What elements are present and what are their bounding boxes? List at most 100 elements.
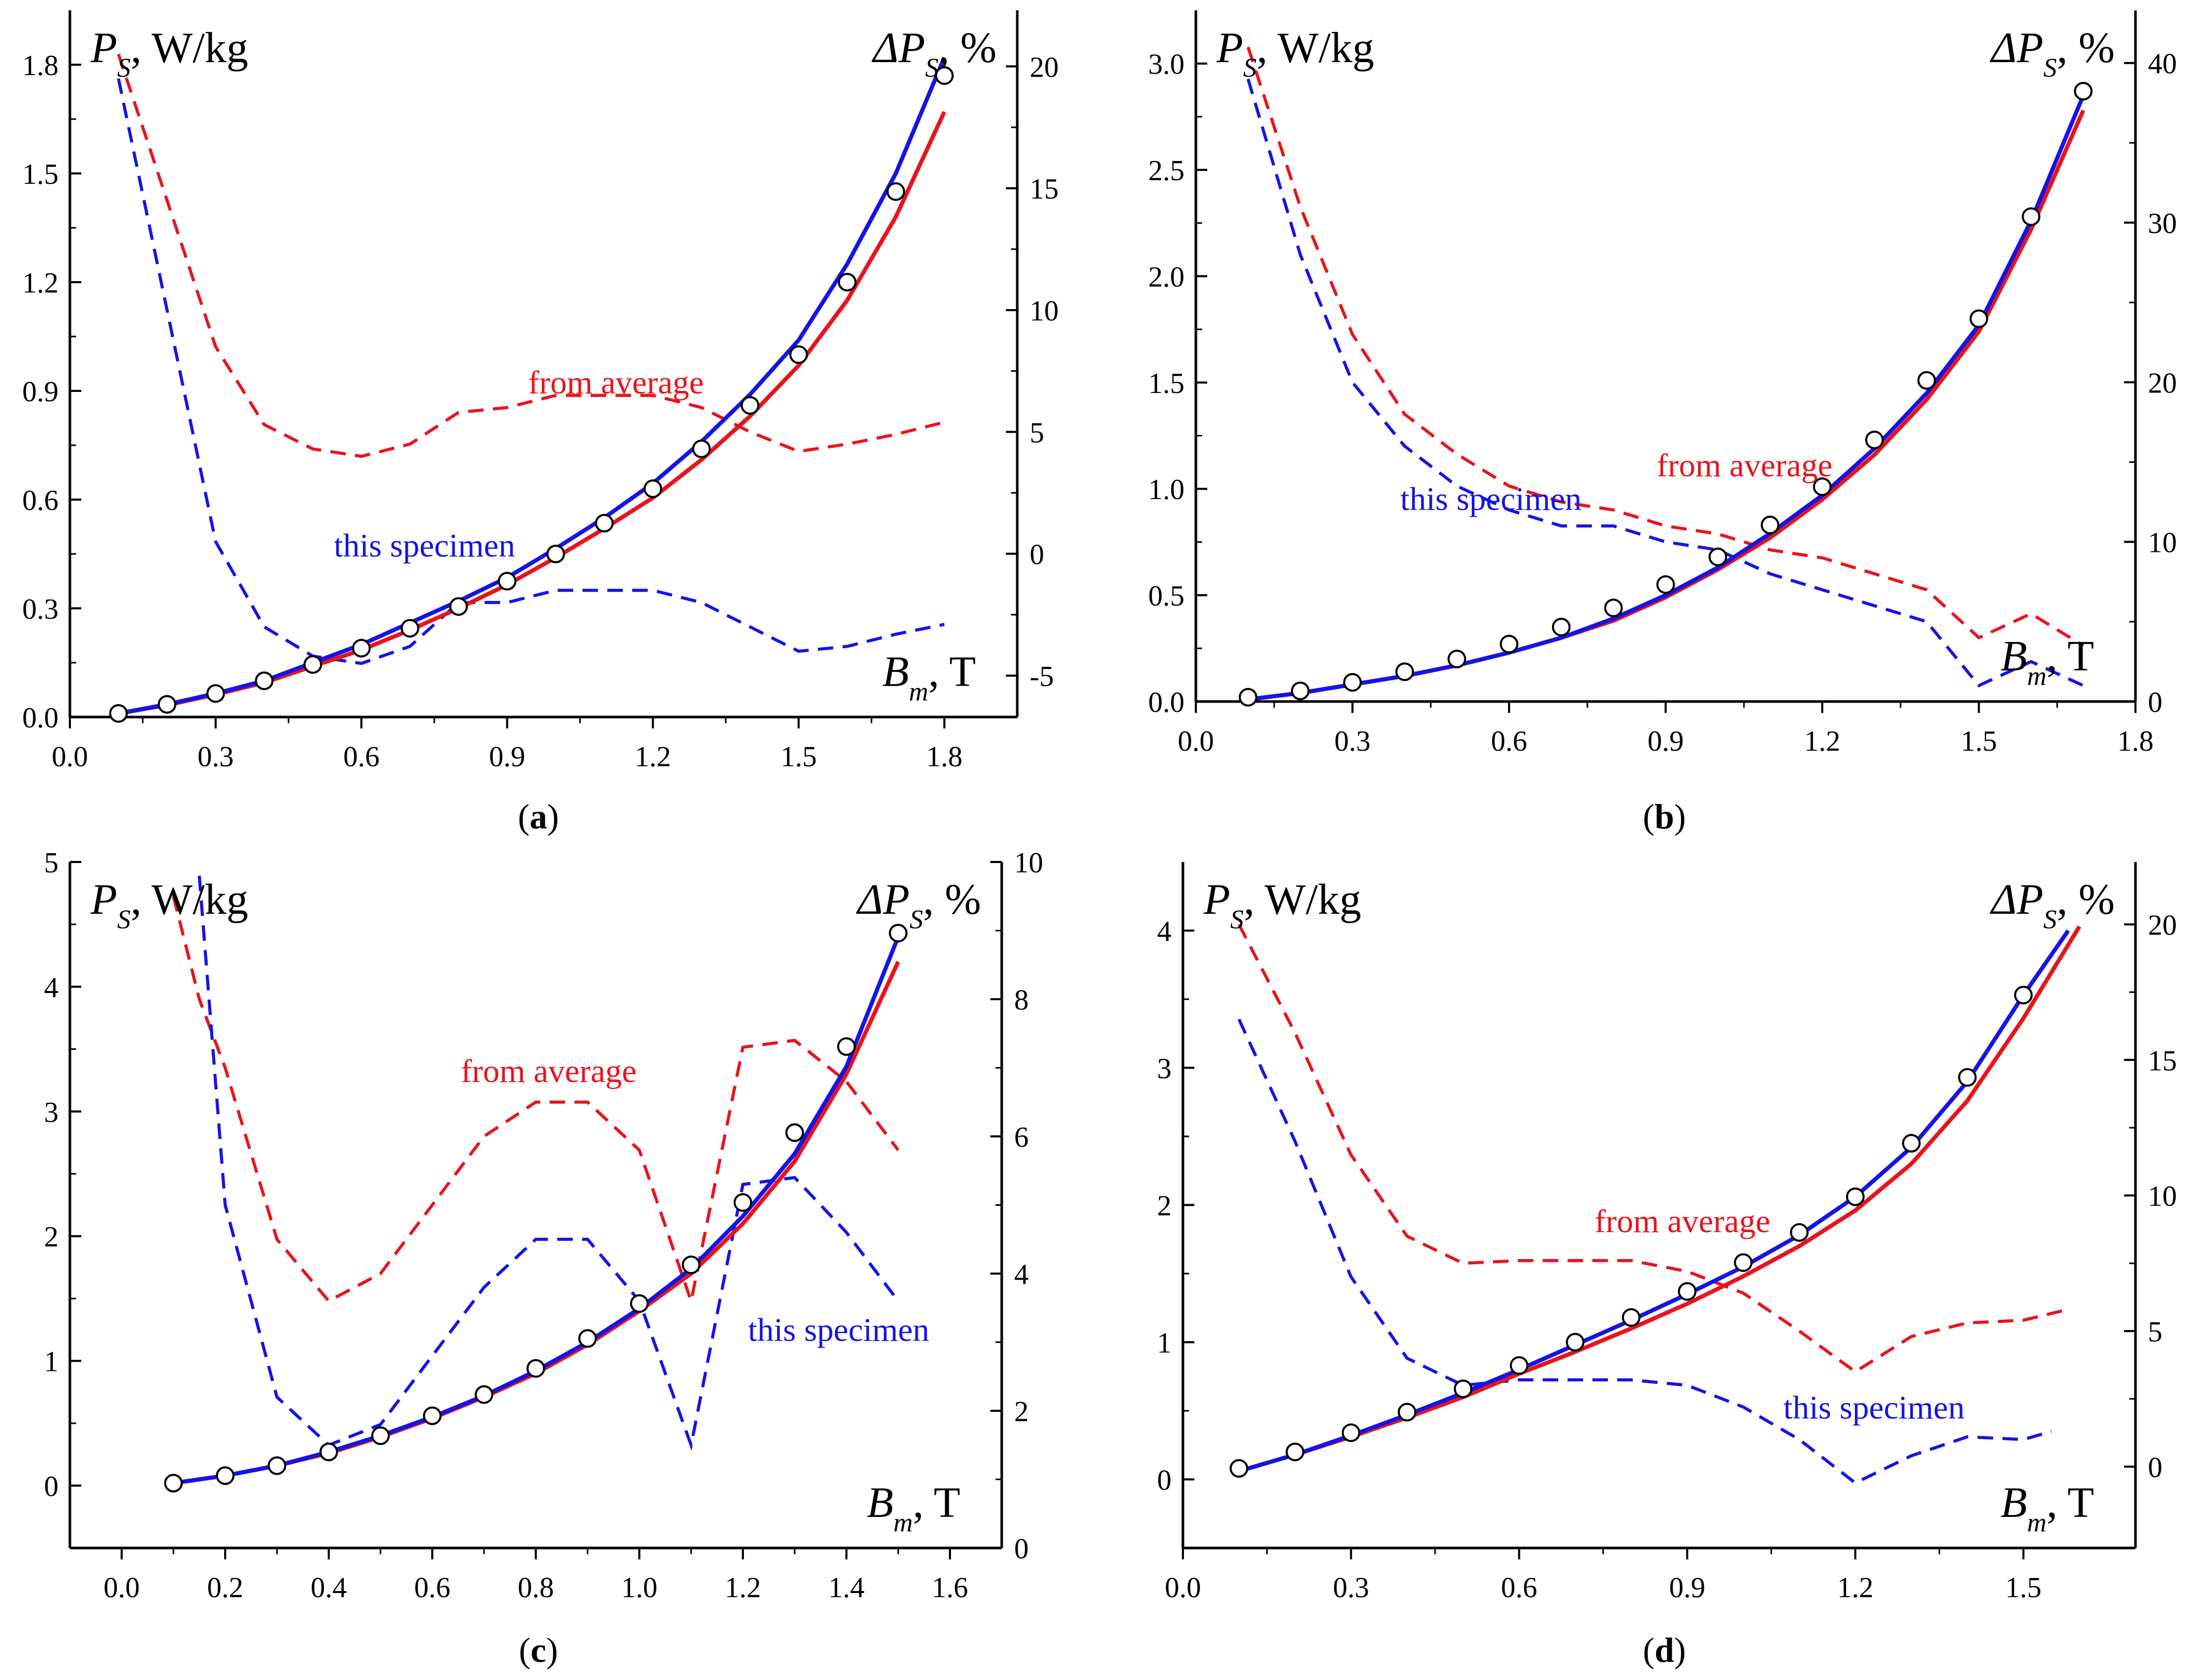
model-average-line — [1248, 109, 2085, 702]
measured-point — [1238, 688, 1257, 707]
right-y-tick-label: 5 — [1030, 417, 1044, 449]
panel-caption: (a) — [518, 797, 559, 836]
deviation-from-average-line — [1246, 46, 2084, 647]
x-tick-label: 0.4 — [311, 1572, 347, 1604]
left-axis-title-rest: , W/kg — [1256, 24, 1374, 72]
left-axis-title-sub: S — [117, 53, 130, 83]
chart-panel-d: 0.0 0.3 0.6 0.9 1.2 1.5 0 1 2 3 4 0 5 10 15 20 from aver… — [1157, 862, 2177, 1670]
measured-point — [1500, 635, 1518, 654]
x-tick-label: 1.2 — [725, 1572, 761, 1604]
this-specimen-label: this specimen — [1400, 480, 1582, 517]
right-y-tick-label: 10 — [2148, 527, 2177, 559]
measured-point — [785, 1123, 804, 1142]
panel-caption: (c) — [519, 1630, 558, 1670]
left-y-tick-label: 2 — [1157, 1190, 1172, 1222]
measured-point — [682, 1255, 700, 1275]
measured-point — [371, 1426, 390, 1445]
x-tick-label: 1.5 — [781, 741, 817, 773]
left-y-tick-label: 2.5 — [1148, 155, 1184, 187]
x-tick-label: 0.0 — [104, 1572, 140, 1604]
left-axis-title-rest: , W/kg — [130, 875, 248, 924]
measured-point — [1813, 477, 1832, 496]
measured-point — [1958, 1068, 1977, 1087]
x-tick-label: 1.5 — [2006, 1572, 2042, 1604]
right-axis-title-sub: S — [925, 53, 939, 83]
panel-caption-open: ( — [1643, 797, 1655, 836]
x-axis-title-sub: m — [894, 1508, 913, 1538]
left-axis-title-main: P — [90, 24, 117, 72]
left-y-tick-label: 0.0 — [1148, 686, 1184, 719]
left-y-tick-label: 0.9 — [22, 376, 58, 408]
measured-point — [1761, 516, 1780, 535]
measured-point — [1291, 681, 1310, 700]
right-y-tick-label: 30 — [2148, 208, 2177, 240]
left-y-tick-label: 1 — [44, 1346, 58, 1378]
measured-point — [546, 545, 565, 563]
measured-point — [206, 684, 225, 703]
right-y-tick-label: 15 — [1030, 173, 1059, 206]
x-axis-title-sub: m — [2027, 662, 2047, 691]
right-y-tick-label: 4 — [1014, 1259, 1029, 1291]
x-axis-title: Bm, T — [882, 648, 976, 707]
left-axis-title-main: P — [90, 875, 117, 924]
model-specimen-line — [1248, 94, 2085, 702]
panel-caption: (b) — [1643, 797, 1686, 836]
right-y-tick-label: 10 — [1030, 295, 1059, 327]
panel-caption-close: ) — [1674, 1630, 1686, 1670]
left-y-tick-label: 1.8 — [22, 50, 58, 82]
measured-point — [1708, 547, 1728, 566]
panel-caption-close: ) — [1674, 797, 1686, 836]
measured-point — [109, 704, 128, 723]
left-axis-title-sub: S — [1243, 53, 1256, 83]
left-y-tick-label: 4 — [1157, 916, 1172, 948]
measured-point — [157, 695, 177, 714]
measured-point — [526, 1359, 545, 1378]
right-y-tick-label: 15 — [2148, 1045, 2177, 1077]
x-tick-label: 0.8 — [518, 1572, 554, 1604]
measured-point — [1397, 1403, 1416, 1422]
measured-point — [838, 273, 857, 291]
left-axis-title: PS, W/kg — [1216, 24, 1374, 83]
model-average-line — [118, 111, 946, 715]
right-axis-title-rest: , % — [2057, 875, 2115, 924]
this-specimen-label: this specimen — [748, 1311, 929, 1348]
deviation-from-average-line — [1237, 924, 2069, 1374]
measured-point — [1790, 1223, 1809, 1242]
measured-point — [400, 619, 419, 638]
left-axis-title: PS, W/kg — [1203, 875, 1361, 934]
right-y-tick-label: -5 — [1030, 661, 1054, 693]
left-y-tick-label: 2 — [44, 1221, 58, 1253]
measured-point — [164, 1473, 183, 1493]
deviation-from-average-line — [116, 53, 945, 458]
x-tick-label: 0.0 — [1178, 725, 1214, 757]
x-tick-label: 1.5 — [1961, 725, 1997, 757]
left-axis-title-main: P — [1216, 24, 1243, 72]
panel-caption-open: ( — [519, 1630, 531, 1670]
x-axis-title: Bm, T — [867, 1479, 960, 1538]
x-axis-title-sub: m — [2027, 1508, 2047, 1538]
right-y-tick-label: 40 — [2148, 48, 2177, 80]
left-y-tick-label: 3 — [44, 1097, 58, 1129]
x-axis-title-main: B — [2000, 1479, 2027, 1527]
deviation-this-specimen-line — [116, 78, 945, 665]
measured-point — [935, 66, 954, 85]
panel-caption-letter: c — [531, 1630, 546, 1670]
x-tick-label: 0.3 — [1333, 1572, 1369, 1604]
measured-point — [789, 345, 808, 364]
left-y-tick-label: 3.0 — [1148, 49, 1184, 81]
x-tick-label: 1.8 — [926, 741, 962, 773]
right-y-tick-label: 8 — [1014, 984, 1029, 1016]
measured-point — [216, 1466, 235, 1485]
right-y-tick-label: 20 — [1030, 51, 1059, 83]
left-y-tick-label: 0.0 — [22, 702, 58, 734]
panel-caption-open: ( — [1643, 1630, 1655, 1670]
right-axis-title-rest: , % — [923, 875, 981, 924]
x-tick-label: 0.6 — [1491, 725, 1527, 757]
left-y-tick-label: 1 — [1157, 1327, 1172, 1360]
measured-point — [1395, 662, 1414, 681]
chart-panel-c: 0.0 0.2 0.4 0.6 0.8 1.0 1.2 1.4 1.6 0 1 2 3 4 5 0 2 4 6 8 10… — [44, 847, 1043, 1670]
right-y-tick-label: 0 — [2148, 686, 2162, 719]
measured-point — [2022, 207, 2041, 226]
measured-point — [1865, 430, 1884, 449]
